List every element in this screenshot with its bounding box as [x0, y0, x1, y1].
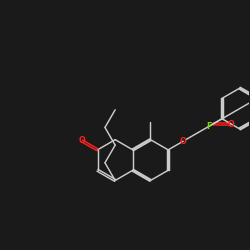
Text: O: O [180, 137, 186, 146]
Text: O: O [78, 136, 85, 145]
Text: F: F [206, 122, 212, 131]
Text: O: O [227, 120, 234, 129]
